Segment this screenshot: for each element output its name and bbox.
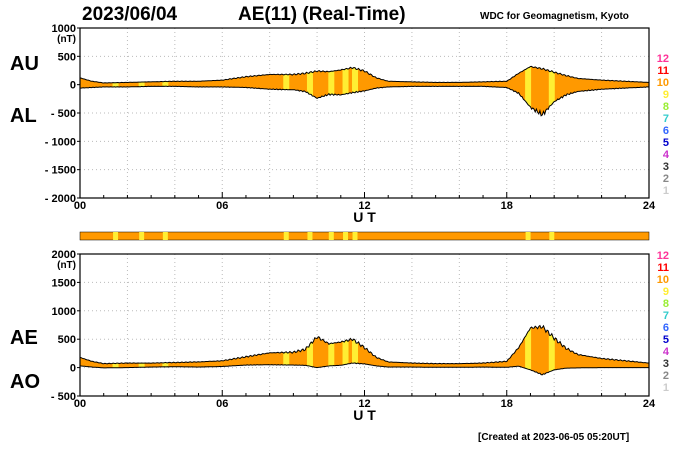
- quality-bar-mark: [343, 232, 349, 240]
- station-scale-5: 5: [663, 137, 669, 149]
- light-band: [548, 325, 555, 375]
- station-scale-8: 8: [663, 101, 669, 113]
- x-tick-label: 18: [501, 398, 513, 410]
- station-scale-7: 7: [663, 113, 669, 125]
- station-scale-10: 10: [657, 274, 669, 286]
- area-fill-bottom: [80, 325, 649, 375]
- station-scale-12: 12: [657, 53, 669, 65]
- station-scale-1: 1: [663, 382, 669, 394]
- quality-bar-mark: [352, 232, 358, 240]
- y-tick-label: 1000: [52, 23, 76, 35]
- station-scale-1: 1: [663, 185, 669, 197]
- x-tick-label: 00: [74, 398, 86, 410]
- station-scale-8: 8: [663, 298, 669, 310]
- x-tick-label: 24: [643, 398, 656, 410]
- station-scale-4: 4: [663, 149, 670, 161]
- y-tick-label: - 500: [51, 391, 76, 403]
- station-scale-10: 10: [657, 77, 669, 89]
- y-tick-label: 0: [70, 80, 76, 92]
- x-axis-label: U T: [353, 209, 376, 225]
- x-tick-label: 06: [216, 200, 228, 212]
- light-band: [525, 66, 532, 116]
- light-band: [138, 66, 145, 116]
- light-band: [342, 325, 349, 375]
- quality-bar-mark: [549, 232, 555, 240]
- x-tick-label: 18: [501, 200, 513, 212]
- series-label-AU: AU: [10, 53, 39, 75]
- light-band: [138, 325, 145, 375]
- unit-label: (nT): [57, 34, 76, 45]
- x-tick-label: 12: [358, 200, 370, 212]
- quality-bar-mark: [525, 232, 531, 240]
- light-band: [548, 66, 555, 116]
- station-scale-12: 12: [657, 250, 669, 262]
- station-scale-3: 3: [663, 161, 669, 173]
- y-tick-label: - 1000: [45, 136, 76, 148]
- created-timestamp: [Created at 2023-06-05 05:20UT]: [478, 432, 630, 443]
- series-label-AE: AE: [10, 327, 38, 349]
- unit-label: (nT): [57, 260, 76, 271]
- x-tick-label: 12: [358, 398, 370, 410]
- light-band: [162, 66, 169, 116]
- light-band: [352, 66, 359, 116]
- station-scale-3: 3: [663, 358, 669, 370]
- quality-bar-mark: [139, 232, 145, 240]
- plot-title: AE(11) (Real-Time): [238, 4, 406, 25]
- series-label-AL: AL: [10, 105, 37, 127]
- station-scale-2: 2: [663, 370, 669, 382]
- quality-bar-mark: [283, 232, 289, 240]
- x-tick-label: 24: [643, 200, 656, 212]
- light-band: [162, 325, 169, 375]
- series-line-AO: [79, 362, 649, 376]
- station-scale-7: 7: [663, 310, 669, 322]
- light-band: [328, 325, 335, 375]
- data-source: WDC for Geomagnetism, Kyoto: [480, 11, 629, 22]
- light-band: [328, 66, 335, 116]
- y-tick-label: - 1500: [45, 165, 76, 177]
- quality-bar-fill: [79, 231, 650, 241]
- quality-bar-mark: [328, 232, 334, 240]
- quality-bar-mark: [113, 232, 119, 240]
- y-tick-label: 500: [58, 51, 76, 63]
- plot-date: 2023/06/04: [82, 4, 178, 25]
- station-scale-5: 5: [663, 334, 669, 346]
- quality-bar-mark: [162, 232, 168, 240]
- station-scale-6: 6: [663, 125, 669, 137]
- y-tick-label: 2000: [52, 249, 76, 261]
- y-tick-label: - 2000: [45, 193, 76, 205]
- quality-bar-mark: [307, 232, 313, 240]
- station-scale-11: 11: [657, 65, 669, 77]
- station-scale-11: 11: [657, 262, 669, 274]
- station-scale-4: 4: [663, 346, 670, 358]
- station-scale-9: 9: [663, 286, 669, 298]
- station-scale-6: 6: [663, 322, 669, 334]
- y-tick-label: 0: [70, 363, 76, 375]
- series-line-AE: [79, 324, 649, 365]
- x-tick-label: 06: [216, 398, 228, 410]
- light-band: [283, 325, 290, 375]
- x-axis-label: U T: [353, 407, 376, 423]
- light-band: [352, 325, 359, 375]
- x-tick-label: 00: [74, 200, 86, 212]
- station-scale-9: 9: [663, 89, 669, 101]
- light-band: [112, 66, 119, 116]
- light-band: [112, 325, 119, 375]
- y-tick-label: 1000: [52, 306, 76, 318]
- y-tick-label: 1500: [52, 277, 76, 289]
- quality-bar: [79, 231, 650, 241]
- station-scale-2: 2: [663, 173, 669, 185]
- light-band: [306, 66, 313, 116]
- y-tick-label: 500: [58, 334, 76, 346]
- light-band: [306, 325, 313, 375]
- series-line-AL: [80, 85, 650, 117]
- series-label-AO: AO: [10, 371, 40, 393]
- light-band: [525, 325, 532, 375]
- y-tick-label: - 500: [51, 108, 76, 120]
- light-band: [342, 66, 349, 116]
- series-line-AU: [79, 65, 649, 84]
